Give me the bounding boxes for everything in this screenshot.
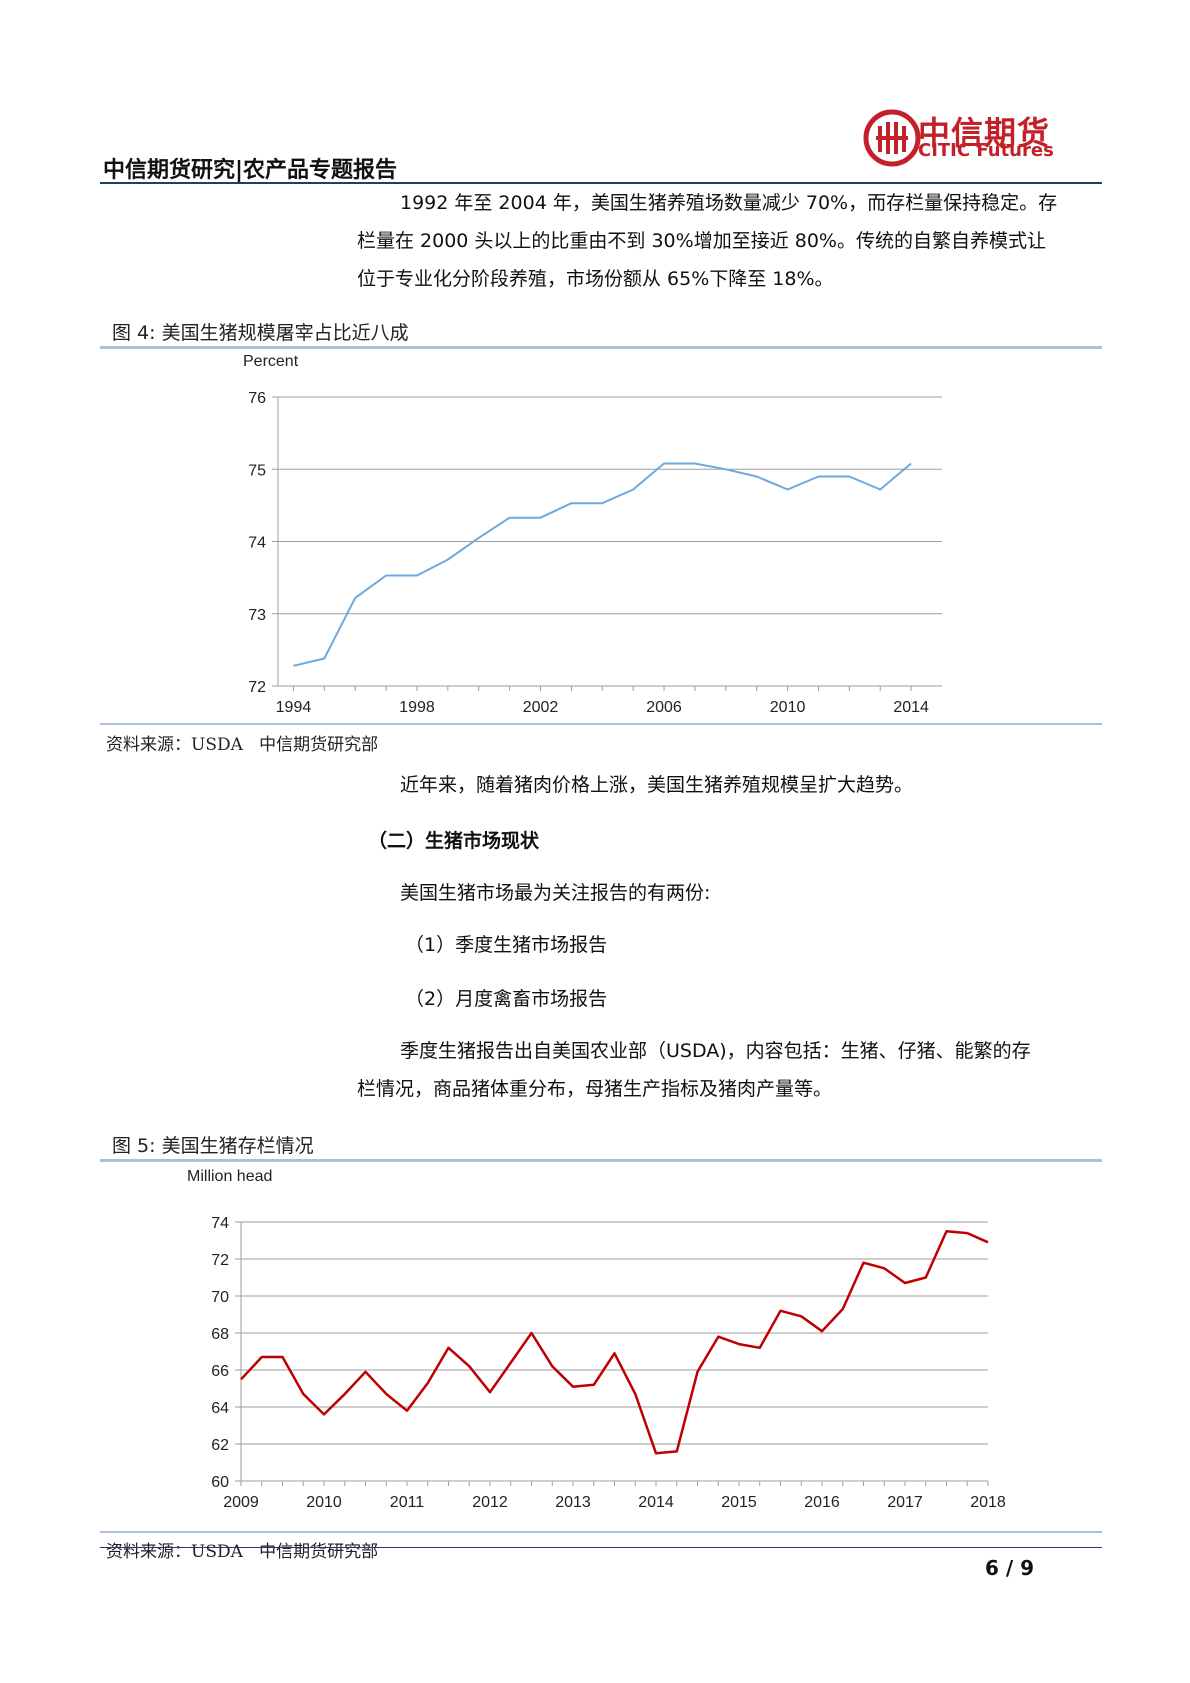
intro-line-2: 栏量在 2000 头以上的比重由不到 30%增加至接近 80%。传统的自繁自养模… (357, 230, 1046, 252)
x-tick-label: 2012 (472, 1494, 508, 1511)
y-tick-label: 62 (211, 1437, 229, 1454)
y-tick-label: 73 (248, 607, 266, 624)
y-tick-label: 76 (248, 390, 266, 407)
y-axis-label: Percent (243, 353, 299, 370)
fig4-followup-text: 近年来，随着猪肉价格上涨，美国生猪养殖规模呈扩大趋势。 (400, 774, 914, 796)
x-tick-label: 2017 (887, 1494, 923, 1511)
y-tick-label: 64 (211, 1400, 229, 1417)
list-item-1: （1）季度生猪市场报告 (405, 934, 608, 956)
intro-line-1: 1992 年至 2004 年，美国生猪养殖场数量减少 70%，而存栏量保持稳定。… (400, 192, 1058, 214)
figure5-bottom-rule (100, 1531, 1102, 1533)
section-paragraph-2-line-2: 栏情况，商品猪体重分布，母猪生产指标及猪肉产量等。 (357, 1078, 833, 1100)
x-tick-label: 2014 (893, 699, 929, 716)
x-tick-label: 2015 (721, 1494, 757, 1511)
x-tick-label: 2010 (770, 699, 806, 716)
x-tick-label: 2009 (223, 1494, 259, 1511)
logo-text-en: CITIC Futures (918, 140, 1054, 161)
y-tick-label: 72 (211, 1252, 229, 1269)
x-tick-label: 2013 (555, 1494, 591, 1511)
y-tick-label: 74 (248, 535, 266, 552)
x-tick-label: 2018 (970, 1494, 1006, 1511)
report-header-title: 中信期货研究|农产品专题报告 (103, 158, 398, 183)
x-tick-label: 1998 (399, 699, 435, 716)
x-tick-label: 2010 (306, 1494, 342, 1511)
x-tick-label: 2011 (390, 1494, 425, 1511)
figure4-line-chart: Percent 72 73 74 75 76 1994 1998 2002 2006 2010 201… (243, 353, 942, 716)
y-tick-label: 66 (211, 1363, 229, 1380)
y-tick-label: 60 (211, 1474, 229, 1491)
x-tick-label: 2002 (523, 699, 559, 716)
figure4-caption: 图 4: 美国生猪规模屠宰占比近八成 (112, 322, 409, 344)
list-item-2: （2）月度禽畜市场报告 (405, 988, 608, 1010)
y-tick-label: 75 (248, 462, 266, 479)
y-tick-label: 68 (211, 1326, 229, 1343)
citic-emblem-icon (863, 109, 921, 167)
y-axis-label: Million head (187, 1168, 272, 1185)
series-line (293, 462, 912, 667)
figure5-line-chart: Million head 60 62 64 66 68 70 72 74 2009 2010 2011… (187, 1168, 1006, 1511)
x-tick-label: 2016 (804, 1494, 840, 1511)
figure4-bottom-rule (100, 723, 1102, 725)
figure5-top-rule (100, 1159, 1102, 1162)
intro-line-3: 位于专业化分阶段养殖，市场份额从 65%下降至 18%。 (357, 268, 834, 290)
figure5-caption: 图 5: 美国生猪存栏情况 (112, 1135, 314, 1157)
figure5-source: 资料来源：USDA 中信期货研究部 (106, 1537, 378, 1562)
source-label: 资料来源：USDA (106, 1542, 243, 1562)
figure4-source: 资料来源：USDA 中信期货研究部 (106, 730, 378, 755)
logo-text-cn: 中信期货 (918, 114, 1051, 152)
x-tick-label: 2006 (646, 699, 682, 716)
y-tick-label: 72 (248, 679, 266, 696)
footer-divider (100, 1547, 1102, 1548)
y-tick-label: 74 (211, 1215, 229, 1232)
page-number: 6 / 9 (985, 1556, 1035, 1580)
header-divider (100, 182, 1102, 184)
x-tick-label: 2014 (638, 1494, 674, 1511)
source-label: 资料来源：USDA (106, 735, 243, 755)
figure4-top-rule (100, 346, 1102, 349)
section-heading: （二）生猪市场现状 (368, 830, 540, 852)
section-paragraph-2-line-1: 季度生猪报告出自美国农业部（USDA)，内容包括：生猪、仔猪、能繁的存 (400, 1040, 1031, 1062)
source-org: 中信期货研究部 (259, 735, 379, 755)
series-line (240, 1230, 989, 1455)
citic-futures-logo (862, 108, 1082, 168)
x-tick-label: 1994 (276, 699, 312, 716)
y-tick-label: 70 (211, 1289, 229, 1306)
section-paragraph-1: 美国生猪市场最为关注报告的有两份: (400, 882, 711, 904)
source-org: 中信期货研究部 (259, 1542, 379, 1562)
